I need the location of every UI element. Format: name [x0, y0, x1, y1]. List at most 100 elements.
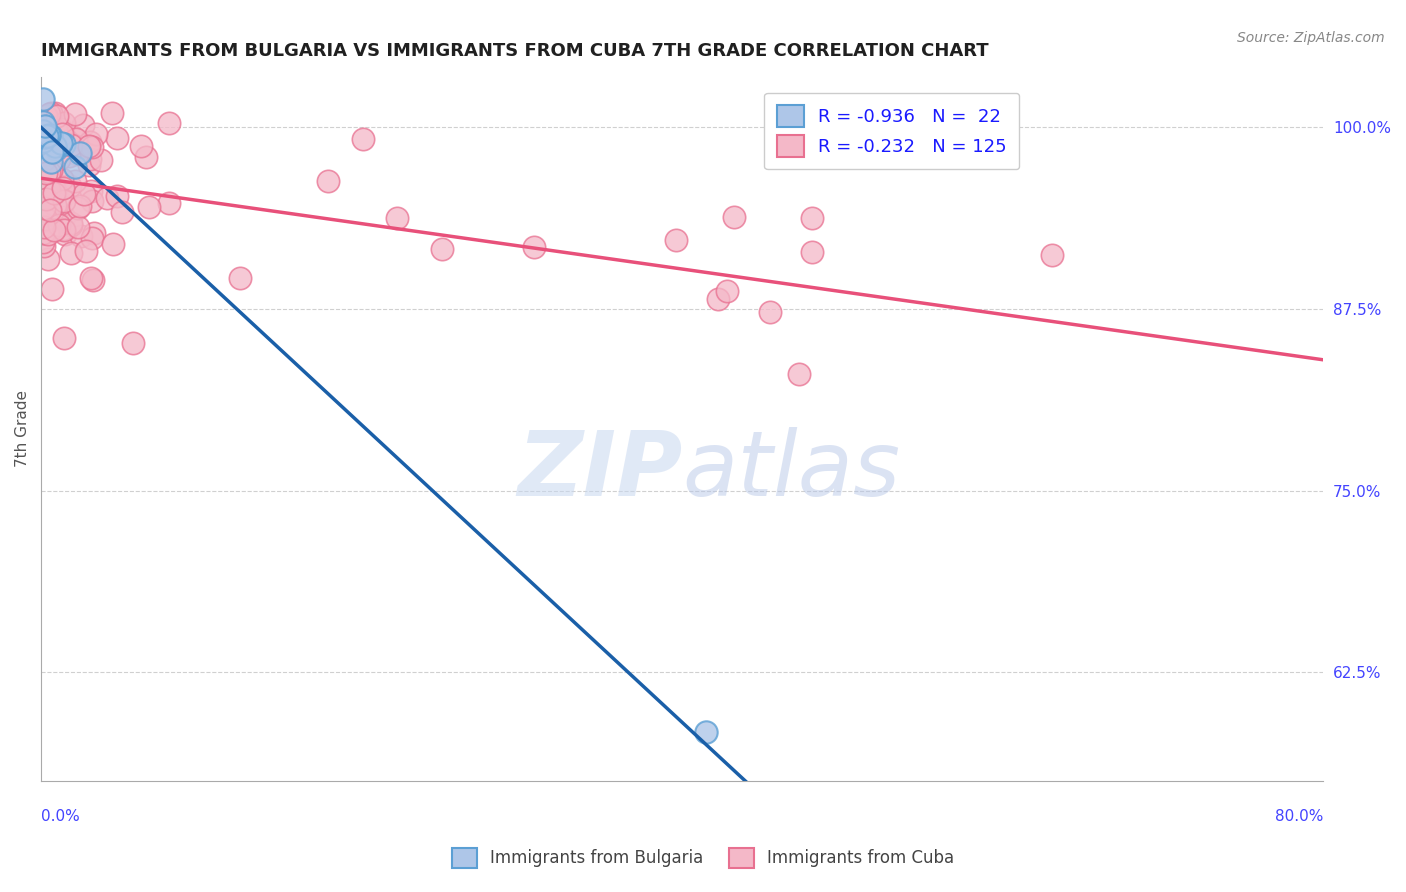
Point [63, 161, 86, 175]
Point [69, 145, 91, 160]
Y-axis label: 7th Grade: 7th Grade [15, 391, 30, 467]
Point [44, 139, 66, 153]
Point [59, 218, 82, 232]
Point [72, 186, 94, 201]
Point [39, 164, 62, 178]
Point [52, 194, 75, 208]
Point [31, 121, 53, 136]
Point [45, 142, 67, 156]
Point [31, 226, 53, 240]
Point [53, 180, 76, 194]
Point [35, 166, 58, 180]
Point [157, 116, 180, 130]
Text: IMMIGRANTS FROM BULGARIA VS IMMIGRANTS FROM CUBA 7TH GRADE CORRELATION CHART: IMMIGRANTS FROM BULGARIA VS IMMIGRANTS F… [41, 42, 988, 60]
Point [41, 154, 63, 169]
Point [723, 210, 745, 224]
Point [523, 240, 546, 254]
Point [96, 191, 118, 205]
Point [39, 161, 62, 176]
Point [105, 188, 128, 202]
Point [65, 132, 87, 146]
Point [37, 252, 59, 267]
Point [129, 139, 152, 153]
Point [38, 203, 60, 218]
Point [37, 191, 59, 205]
Point [430, 242, 453, 256]
Point [34, 130, 56, 145]
Point [32, 115, 55, 129]
Point [49, 122, 72, 136]
Point [707, 292, 730, 306]
Point [716, 284, 738, 298]
Text: Source: ZipAtlas.com: Source: ZipAtlas.com [1237, 31, 1385, 45]
Point [69, 228, 91, 243]
Point [105, 131, 128, 145]
Point [84, 127, 107, 141]
Point [59, 216, 82, 230]
Point [52, 221, 75, 235]
Point [49, 136, 72, 150]
Point [39, 106, 62, 120]
Point [35, 192, 58, 206]
Point [31, 185, 53, 199]
Point [31, 92, 53, 106]
Point [37, 180, 59, 194]
Point [352, 132, 374, 146]
Text: 0.0%: 0.0% [41, 809, 80, 824]
Point [135, 150, 157, 164]
Point [800, 211, 823, 226]
Point [31, 133, 53, 147]
Point [58, 149, 80, 163]
Point [800, 245, 823, 260]
Legend: R = -0.936   N =  22, R = -0.232   N = 125: R = -0.936 N = 22, R = -0.232 N = 125 [763, 93, 1019, 169]
Point [32, 129, 55, 144]
Point [48, 218, 70, 232]
Point [79, 152, 101, 166]
Point [37, 227, 59, 242]
Point [49, 194, 72, 209]
Point [76, 140, 98, 154]
Point [787, 367, 810, 381]
Point [34, 153, 56, 168]
Point [45, 109, 67, 123]
Point [48, 152, 70, 166]
Point [32, 201, 55, 215]
Point [318, 174, 340, 188]
Point [77, 158, 100, 172]
Point [80, 184, 103, 198]
Point [62, 130, 84, 145]
Point [44, 198, 66, 212]
Point [42, 223, 65, 237]
Point [80, 230, 103, 244]
Point [35, 130, 58, 145]
Point [80, 270, 103, 285]
Point [82, 273, 104, 287]
Point [32, 183, 55, 197]
Point [32, 135, 55, 149]
Point [51, 174, 73, 188]
Point [44, 106, 66, 120]
Point [49, 150, 72, 164]
Legend: Immigrants from Bulgaria, Immigrants from Cuba: Immigrants from Bulgaria, Immigrants fro… [446, 841, 960, 875]
Text: 80.0%: 80.0% [1275, 809, 1323, 824]
Point [53, 210, 76, 224]
Point [35, 109, 58, 123]
Point [80, 140, 103, 154]
Point [52, 180, 75, 194]
Text: atlas: atlas [682, 427, 900, 515]
Point [38, 184, 60, 198]
Point [38, 128, 60, 143]
Point [1040, 247, 1063, 261]
Point [69, 198, 91, 212]
Point [228, 271, 250, 285]
Point [63, 106, 86, 120]
Point [665, 233, 688, 247]
Point [46, 178, 69, 193]
Point [52, 331, 75, 345]
Point [59, 246, 82, 260]
Point [31, 137, 53, 152]
Point [52, 223, 75, 237]
Point [52, 136, 75, 151]
Point [41, 145, 63, 159]
Point [103, 237, 125, 252]
